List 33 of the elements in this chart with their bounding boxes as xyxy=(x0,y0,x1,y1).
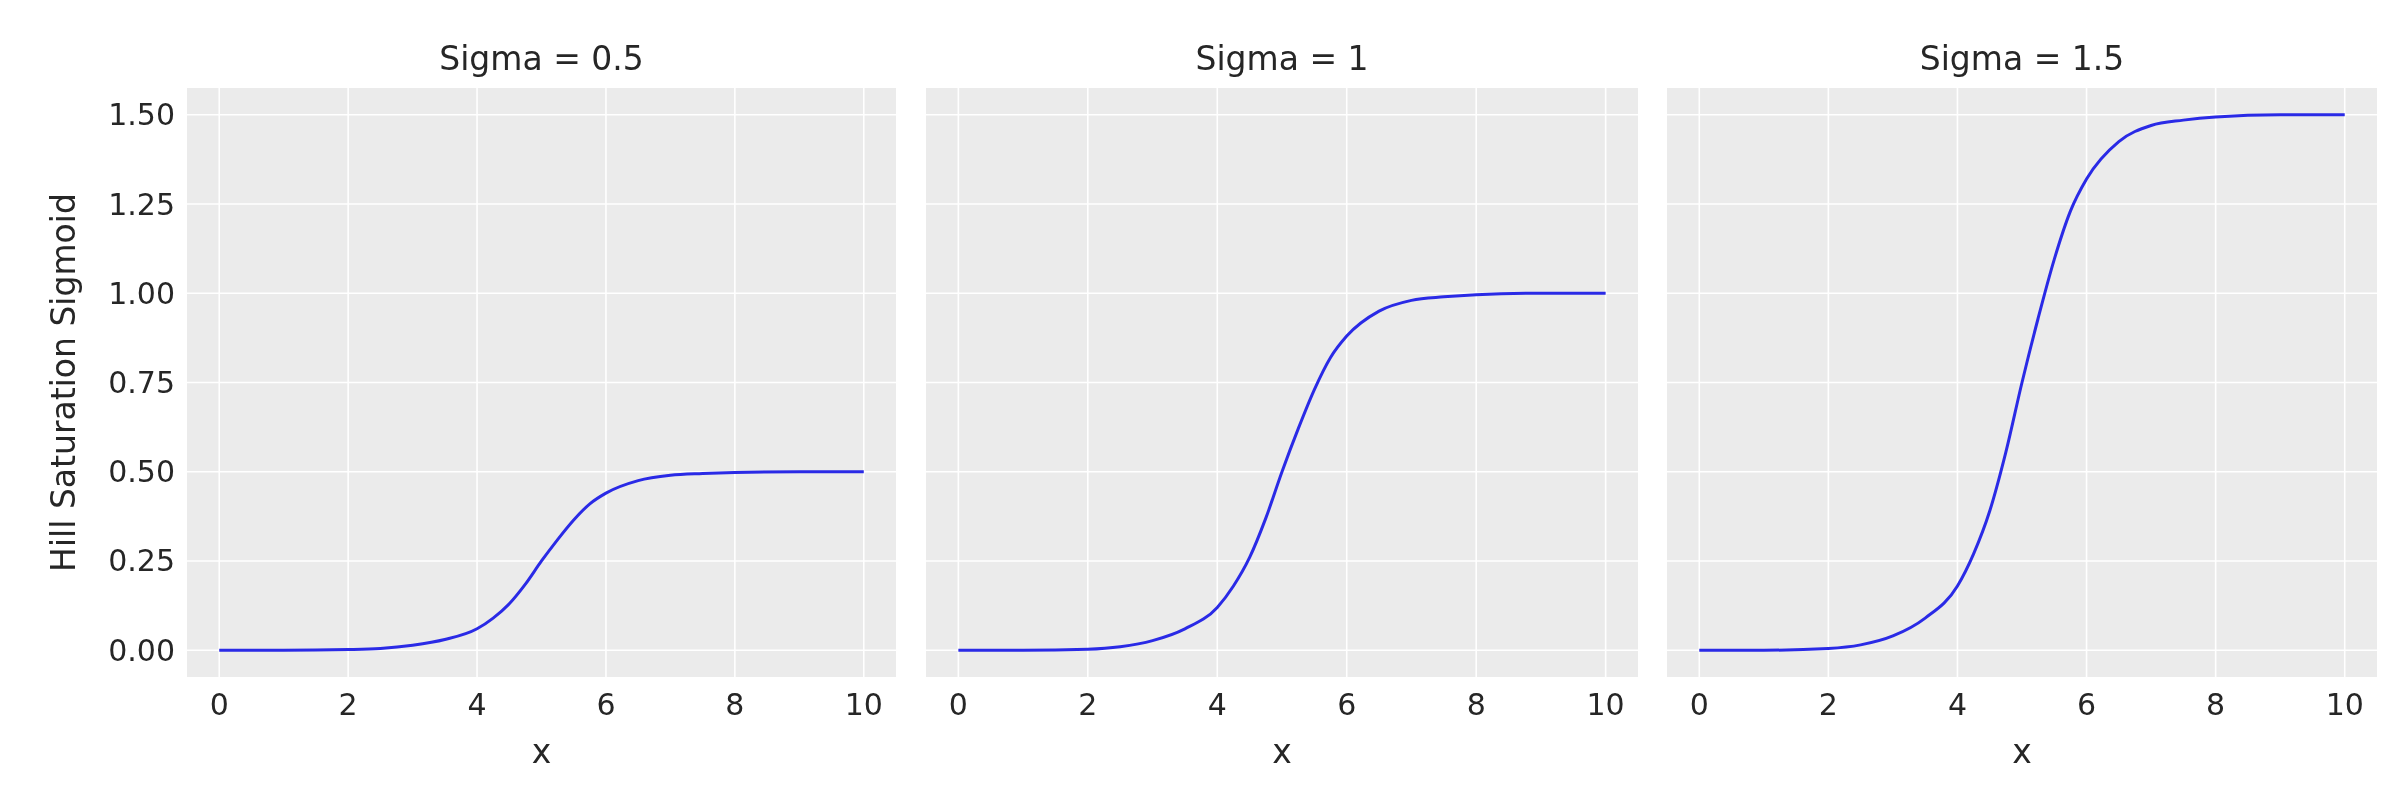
x-tick-label: 6 xyxy=(596,687,616,722)
y-tick-label: 0.25 xyxy=(108,543,175,579)
line-series xyxy=(217,470,866,652)
y-tick-label: 0.75 xyxy=(108,365,175,400)
x-tick-label: 2 xyxy=(1078,687,1098,722)
x-tick-label: 10 xyxy=(1586,687,1625,722)
y-tick-label: 1.25 xyxy=(108,186,175,222)
chart-title: Sigma = 1 xyxy=(1195,39,1369,78)
x-axis-title: x xyxy=(2012,732,2032,771)
x-tick-label: 0 xyxy=(209,687,229,722)
x-tick-label: 6 xyxy=(2077,687,2097,722)
x-tick-label: 4 xyxy=(1947,687,1967,722)
x-tick-label: 10 xyxy=(2325,687,2364,722)
y-tick-label: 0.50 xyxy=(108,454,175,490)
chart-title: Sigma = 1.5 xyxy=(1919,39,2125,78)
y-tick-label: 1.50 xyxy=(108,97,175,133)
x-tick-label: 4 xyxy=(1207,687,1227,722)
y-tick-label: 0.00 xyxy=(108,632,175,668)
x-axis-title: x xyxy=(531,732,552,771)
y-tick-label: 1.00 xyxy=(108,275,175,311)
x-tick-label: 8 xyxy=(1466,687,1486,722)
chart-title: Sigma = 0.5 xyxy=(439,39,644,78)
x-tick-label: 2 xyxy=(338,687,358,722)
x-tick-label: 0 xyxy=(948,687,968,722)
x-tick-label: 10 xyxy=(844,687,883,722)
x-axis-title: x xyxy=(1272,732,1292,771)
x-tick-label: 8 xyxy=(725,687,745,722)
x-tick-label: 2 xyxy=(1818,687,1838,722)
x-tick-label: 0 xyxy=(1689,687,1709,722)
x-tick-label: 4 xyxy=(467,687,487,722)
x-tick-label: 8 xyxy=(2206,687,2226,722)
y-axis-title: Hill Saturation Sigmoid xyxy=(44,193,83,572)
x-tick-label: 6 xyxy=(1337,687,1357,722)
